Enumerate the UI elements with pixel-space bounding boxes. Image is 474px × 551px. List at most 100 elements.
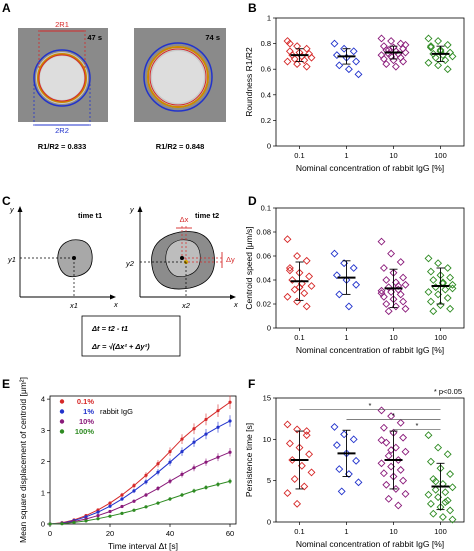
y-tick-label: 0.02 bbox=[256, 300, 271, 309]
data-point bbox=[290, 285, 299, 294]
data-point bbox=[290, 475, 299, 483]
plot-frame bbox=[49, 395, 237, 525]
y-tick-label: 0.1 bbox=[261, 204, 271, 213]
data-point bbox=[180, 472, 184, 476]
equation-box bbox=[81, 315, 181, 357]
y-tick-label: 0.2 bbox=[261, 116, 271, 125]
legend-marker bbox=[59, 419, 65, 424]
data-point bbox=[426, 42, 435, 51]
panel-d: D 0 0.02 0.04 0.06 0.08 0.1 0.1 1 10 100 Nominal co… bbox=[244, 194, 465, 355]
ratio-47s: R1/R2 = 0.833 bbox=[38, 142, 87, 151]
data-point bbox=[180, 449, 184, 454]
data-point bbox=[349, 264, 358, 272]
plot-frame bbox=[275, 17, 465, 147]
data-point bbox=[399, 297, 408, 306]
data-point bbox=[429, 276, 438, 284]
legend-title: rabbit IgG bbox=[100, 407, 133, 416]
legend-label: 0.1% bbox=[77, 397, 94, 406]
data-point bbox=[283, 292, 292, 301]
data-point bbox=[192, 466, 196, 470]
svg-text:y: y bbox=[9, 205, 15, 214]
data-point bbox=[431, 485, 440, 494]
data-point bbox=[424, 34, 433, 43]
x-tick-label: 10 bbox=[389, 527, 397, 536]
data-point bbox=[426, 499, 435, 508]
svg-text:y: y bbox=[129, 205, 135, 214]
data-point bbox=[446, 304, 455, 313]
legend-label: 10% bbox=[79, 417, 94, 426]
data-point bbox=[288, 456, 297, 464]
data-point bbox=[216, 409, 220, 413]
data-point bbox=[290, 55, 299, 63]
data-point bbox=[396, 290, 405, 299]
data-point bbox=[305, 450, 314, 459]
cell-outline-47s bbox=[37, 53, 87, 103]
data-point bbox=[441, 498, 450, 507]
data-point bbox=[84, 519, 88, 523]
data-point bbox=[391, 62, 400, 71]
data-point bbox=[283, 235, 292, 244]
data-point bbox=[144, 493, 148, 497]
data-point bbox=[431, 283, 440, 292]
data-point bbox=[283, 489, 292, 498]
y-axis-title: Persistence time [s] bbox=[244, 423, 254, 497]
data-point bbox=[293, 252, 302, 260]
data-point bbox=[302, 427, 311, 436]
data-point bbox=[204, 485, 208, 490]
data-point bbox=[332, 51, 341, 60]
data-point bbox=[446, 273, 455, 282]
data-point bbox=[399, 433, 408, 442]
x-tick-label: 10 bbox=[389, 333, 397, 342]
panel-a: A 47 s 74 s 2R1 2R2 R1/R2 = 0.833 R1/R2 … bbox=[2, 1, 226, 151]
data-point bbox=[344, 65, 353, 74]
data-point bbox=[377, 34, 386, 43]
data-point bbox=[401, 447, 410, 456]
data-point bbox=[144, 480, 148, 484]
data-point bbox=[441, 56, 450, 65]
x-tick-label: 100 bbox=[434, 151, 447, 160]
data-point bbox=[377, 286, 386, 295]
data-point bbox=[436, 503, 445, 512]
data-point bbox=[401, 48, 410, 57]
data-point bbox=[396, 418, 405, 427]
data-point bbox=[396, 39, 405, 48]
y-tick-label: 0 bbox=[267, 518, 271, 527]
data-point bbox=[302, 62, 311, 71]
data-point bbox=[382, 438, 391, 447]
data-point bbox=[352, 456, 361, 465]
data-point bbox=[448, 515, 457, 524]
data-point bbox=[434, 443, 443, 452]
data-point bbox=[132, 489, 136, 493]
x-axis-title: Nominal concentration of rabbit IgG [%] bbox=[296, 163, 444, 173]
data-point bbox=[429, 475, 438, 483]
dx-label: Δx bbox=[180, 215, 189, 224]
data-point bbox=[285, 266, 294, 275]
data-point bbox=[285, 39, 294, 48]
x-tick-label: 0.1 bbox=[294, 527, 304, 536]
data-point bbox=[192, 489, 196, 493]
data-point bbox=[283, 420, 292, 429]
data-point bbox=[424, 288, 433, 296]
panel-letter-f: F bbox=[248, 377, 255, 391]
data-point bbox=[349, 435, 358, 444]
data-point bbox=[344, 302, 353, 311]
data-point bbox=[349, 47, 358, 56]
y-tick-label: 0.08 bbox=[256, 228, 271, 237]
data-point bbox=[387, 37, 396, 45]
data-point bbox=[382, 300, 391, 308]
data-point bbox=[293, 42, 302, 51]
data-point bbox=[120, 493, 124, 497]
y-axis-title: Mean square displacement of centroid [μm… bbox=[18, 377, 28, 543]
data-point bbox=[144, 473, 148, 477]
y-tick-label: 1 bbox=[267, 14, 271, 23]
data-point bbox=[377, 459, 386, 468]
data-point bbox=[446, 470, 455, 478]
data-point bbox=[429, 307, 438, 316]
data-point bbox=[399, 273, 408, 282]
data-point bbox=[426, 267, 435, 276]
data-point bbox=[379, 55, 388, 63]
data-point bbox=[394, 456, 403, 464]
y-tick-label: 0 bbox=[267, 142, 271, 151]
data-point bbox=[337, 487, 346, 496]
